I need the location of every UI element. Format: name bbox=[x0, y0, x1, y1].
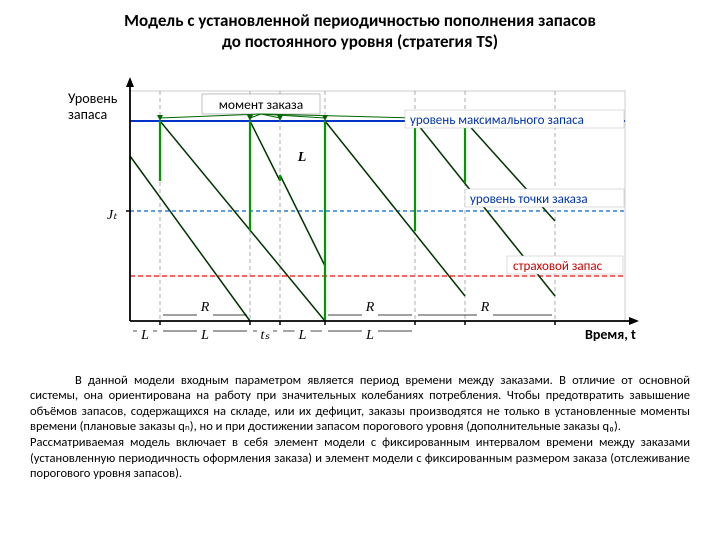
svg-text:R: R bbox=[200, 300, 210, 315]
svg-text:L: L bbox=[140, 328, 149, 343]
description-text: В данной модели входным параметром являе… bbox=[30, 373, 690, 482]
svg-text:L: L bbox=[200, 328, 209, 343]
inventory-chart: LLtₛLLRRRLJₜУровеньзапасаВремя, tмомент … bbox=[50, 61, 670, 361]
svg-text:момент заказа: момент заказа bbox=[219, 96, 303, 113]
page-title: Модель с установленной периодичностью по… bbox=[30, 10, 690, 53]
svg-text:уровень точки заказа: уровень точки заказа bbox=[470, 192, 588, 207]
svg-text:Время, t: Время, t bbox=[585, 326, 636, 343]
svg-text:L: L bbox=[365, 328, 374, 343]
svg-text:L: L bbox=[298, 328, 307, 343]
svg-text:страховой запас: страховой запас bbox=[513, 259, 603, 274]
svg-text:R: R bbox=[365, 300, 375, 315]
svg-text:L: L bbox=[297, 150, 307, 165]
svg-text:Jₜ: Jₜ bbox=[107, 208, 118, 223]
svg-text:R: R bbox=[480, 300, 490, 315]
svg-text:уровень максимального запаса: уровень максимального запаса bbox=[410, 113, 584, 128]
svg-text:tₛ: tₛ bbox=[260, 328, 270, 343]
svg-text:запаса: запаса bbox=[68, 106, 107, 123]
svg-text:Уровень: Уровень bbox=[68, 90, 118, 107]
